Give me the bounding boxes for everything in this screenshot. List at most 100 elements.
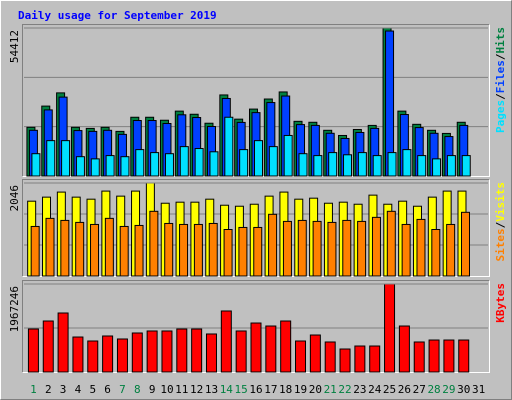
bar [253,226,263,277]
x-tick-label: 6 [104,383,111,396]
bar [164,153,174,177]
bar [42,320,54,373]
x-tick-label: 15 [235,383,248,396]
bar [150,152,160,177]
bar [208,222,218,277]
x-tick-label: 13 [205,383,218,396]
x-tick-label: 16 [249,383,262,396]
bar [176,328,188,373]
bar [235,330,247,373]
bar [398,325,410,373]
x-tick-label: 31 [472,383,485,396]
bar [402,149,412,177]
bar [134,224,144,277]
bar [371,216,381,277]
legend: Sites/Visits [494,182,507,262]
x-tick-label: 17 [264,383,277,396]
bar [72,336,84,373]
x-tick-label: 19 [294,383,307,396]
bar [119,225,129,277]
bar [75,156,85,177]
bar [209,151,219,177]
legend-entry: Sites [494,228,507,261]
bar [179,223,189,277]
bar [46,140,56,177]
bar [205,333,217,373]
bar [223,229,233,277]
bar [372,155,382,177]
x-tick-label: 24 [368,383,382,396]
x-tick-label: 27 [413,383,426,396]
x-tick-label: 8 [134,383,141,396]
bar [90,158,100,177]
bar [327,221,337,277]
bar [343,154,353,177]
bar [27,328,39,373]
bar [354,345,366,373]
bar [116,338,128,373]
bar [417,155,427,177]
x-tick-label: 30 [457,383,470,396]
bar [191,328,203,373]
x-tick-label: 28 [427,383,440,396]
bar [283,134,293,177]
bar [161,330,173,373]
bar [239,149,249,177]
panel-bevel-dark [22,24,490,177]
bar [313,155,323,177]
bar [31,153,41,177]
x-tick-label: 23 [353,383,366,396]
bar [282,220,292,277]
bar [369,345,381,373]
y-tick-label: 54412 [8,30,21,63]
x-tick-label: 11 [175,383,188,396]
bar [416,218,426,277]
bar [102,335,114,373]
bar [295,340,307,373]
bar [280,320,292,373]
x-tick-label: 25 [383,383,396,396]
bar [443,339,455,373]
bar [461,155,471,177]
bar [268,146,278,177]
legend-entry: Files [494,60,507,93]
bar [432,158,442,177]
chart-title: Daily usage for September 2019 [18,9,217,22]
bar [250,322,262,373]
x-tick-label: 26 [398,383,411,396]
x-tick-label: 2 [45,383,52,396]
bar [431,229,441,277]
bar [90,223,100,277]
x-tick-label: 20 [309,383,322,396]
bar [384,283,396,373]
y-tick-label: 2046 [8,185,21,212]
bar [268,213,278,277]
bar [387,152,397,177]
bar [297,219,307,277]
y-tick-label: 1967246 [8,286,21,332]
bar [194,148,204,177]
x-tick-label: 9 [149,383,156,396]
bar [149,210,159,277]
bar [413,341,425,373]
legend-separator: / [494,93,507,100]
bar [460,211,470,277]
legend: Pages/Files/Hits [494,27,507,133]
x-tick-label: 29 [442,383,455,396]
bar [30,225,40,277]
bar [60,219,70,277]
x-tick-label: 5 [89,383,96,396]
bar [265,325,277,373]
bar [45,217,55,277]
bar [428,339,440,373]
legend: KBytes [494,283,507,323]
x-tick-label: 14 [220,383,234,396]
bar [309,334,321,373]
x-tick-label: 7 [119,383,126,396]
bar [357,220,367,277]
bar [61,140,71,177]
bar [446,155,456,177]
legend-entry: Visits [494,182,507,222]
legend-entry: Pages [494,100,507,133]
